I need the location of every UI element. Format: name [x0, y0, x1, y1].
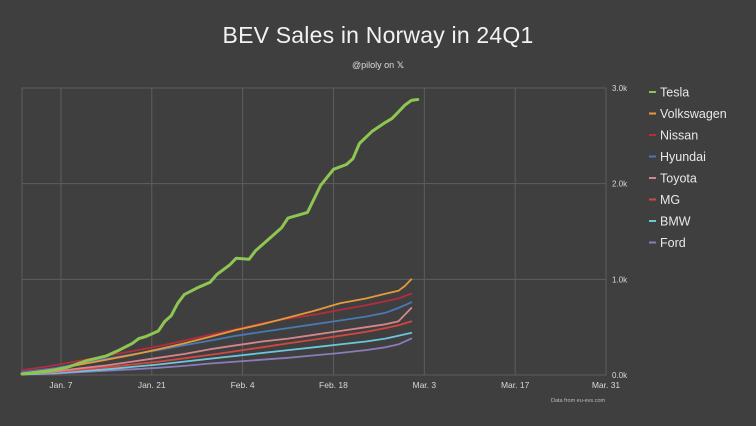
x-tick-label: Mar. 3: [412, 380, 436, 390]
series-line-mg: [21, 320, 413, 375]
legend-item-ford: Ford: [649, 236, 686, 250]
series-line-ford: [21, 337, 413, 376]
x-tick-label: Jan. 21: [138, 380, 166, 390]
series-line-bmw: [21, 332, 413, 376]
chart-title: BEV Sales in Norway in 24Q1: [222, 22, 534, 48]
legend-item-mg: MG: [649, 193, 680, 207]
legend-item-toyota: Toyota: [649, 172, 697, 186]
legend-item-nissan: Nissan: [649, 129, 698, 143]
y-tick-label: 0.0k: [612, 371, 628, 380]
y-tick-label: 2.0k: [612, 180, 628, 189]
series-line-hyundai: [21, 301, 413, 373]
legend-item-hyundai: Hyundai: [649, 150, 706, 164]
legend-label: Toyota: [660, 172, 697, 186]
x-tick-label: Mar. 17: [501, 380, 530, 390]
series-line-toyota: [21, 307, 413, 375]
x-logo-icon: 𝕏: [396, 60, 404, 70]
chart-subtitle: @piloly on 𝕏: [0, 60, 756, 71]
source-note: Data from eu-evs.com: [551, 398, 606, 404]
legend-item-volkswagen: Volkswagen: [649, 107, 727, 121]
x-tick-label: Jan. 7: [49, 380, 72, 390]
legend-item-bmw: BMW: [649, 215, 691, 229]
legend-label: Volkswagen: [660, 107, 727, 121]
legend: Tesla Volkswagen Nissan Hyundai Toyota MG BMW F…: [649, 86, 727, 250]
x-tick-label: Feb. 18: [319, 380, 348, 390]
series-lines: [20, 98, 420, 376]
y-tick-label: 1.0k: [612, 275, 628, 284]
x-tick-label: Feb. 4: [231, 380, 255, 390]
subtitle-text: @piloly on: [352, 60, 395, 70]
legend-label: Hyundai: [660, 150, 706, 164]
y-tick-label: 3.0k: [612, 84, 628, 93]
legend-item-tesla: Tesla: [649, 86, 689, 100]
x-axis-ticks: Jan. 7 Jan. 21 Feb. 4 Feb. 18 Mar. 3 Mar. 17 M…: [49, 380, 620, 390]
grid: [21, 87, 607, 376]
legend-label: Nissan: [660, 129, 698, 143]
legend-label: Tesla: [660, 86, 689, 100]
legend-label: Ford: [660, 236, 686, 250]
series-line-volkswagen: [21, 278, 413, 375]
series-line-tesla: [20, 98, 420, 376]
legend-label: BMW: [660, 215, 691, 229]
y-axis-ticks: 0.0k 1.0k 2.0k 3.0k: [612, 84, 628, 380]
x-tick-label: Mar. 31: [592, 380, 621, 390]
legend-label: MG: [660, 193, 680, 207]
plot-border: [21, 87, 607, 376]
